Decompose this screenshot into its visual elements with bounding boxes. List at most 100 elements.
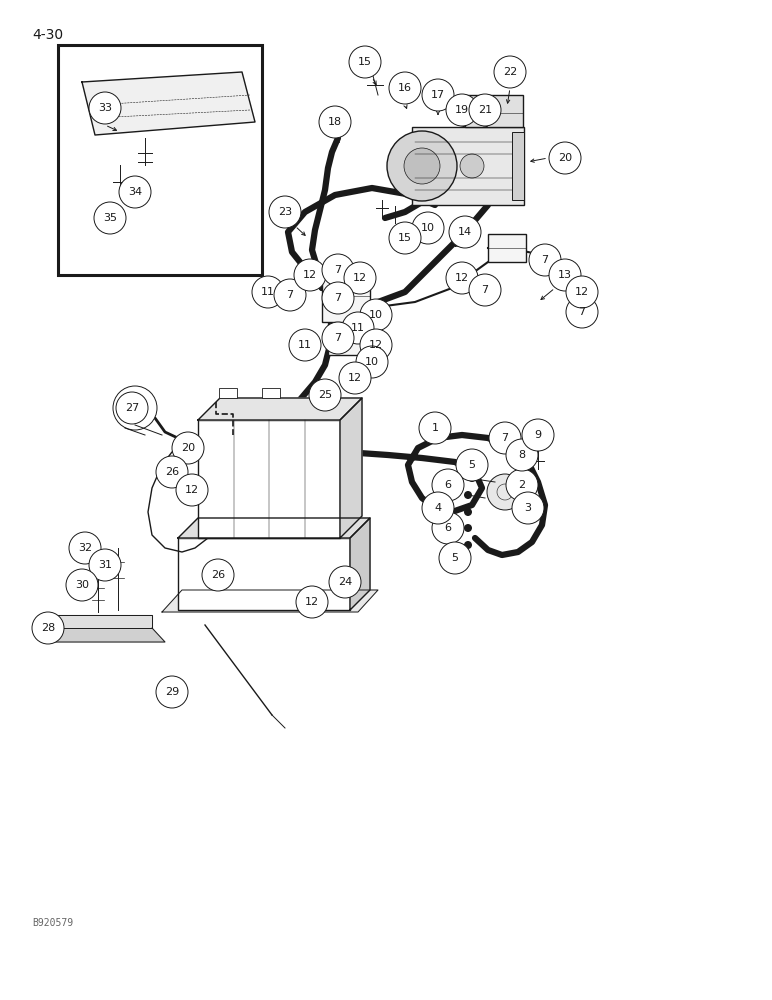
Text: 18: 18 (328, 117, 342, 127)
Circle shape (176, 474, 208, 506)
Text: 34: 34 (128, 187, 142, 197)
Text: 20: 20 (558, 153, 572, 163)
Circle shape (460, 154, 484, 178)
Bar (218, 388, 237, 398)
Bar (512, 132, 524, 200)
Circle shape (522, 419, 554, 451)
Text: 10: 10 (365, 357, 379, 367)
Text: 7: 7 (334, 333, 341, 343)
Bar (412, 127, 524, 205)
Text: 33: 33 (98, 103, 112, 113)
Circle shape (172, 432, 204, 464)
Text: 7: 7 (578, 307, 586, 317)
Text: 19: 19 (455, 105, 469, 115)
Text: 12: 12 (303, 270, 317, 280)
Circle shape (419, 412, 451, 444)
Text: 7: 7 (502, 433, 509, 443)
Text: 26: 26 (211, 570, 225, 580)
Bar (328, 323, 366, 355)
Circle shape (349, 46, 381, 78)
Circle shape (446, 262, 478, 294)
Text: 24: 24 (338, 577, 352, 587)
Circle shape (489, 422, 521, 454)
Circle shape (331, 328, 339, 336)
Circle shape (342, 312, 374, 344)
Text: 12: 12 (575, 287, 589, 297)
Text: 13: 13 (558, 270, 572, 280)
Bar (178, 538, 350, 610)
Text: 7: 7 (334, 293, 341, 303)
Text: 15: 15 (358, 57, 372, 67)
Circle shape (468, 474, 476, 482)
Circle shape (119, 176, 151, 208)
Text: 7: 7 (286, 290, 293, 300)
Text: 16: 16 (398, 83, 412, 93)
Circle shape (334, 286, 342, 294)
Text: 12: 12 (353, 273, 367, 283)
Text: 10: 10 (421, 223, 435, 233)
Circle shape (322, 282, 354, 314)
Text: 20: 20 (181, 443, 195, 453)
Circle shape (464, 524, 472, 532)
Text: 21: 21 (478, 105, 492, 115)
Polygon shape (350, 518, 370, 610)
Text: 28: 28 (41, 623, 55, 633)
Circle shape (456, 449, 488, 481)
Text: 30: 30 (75, 580, 89, 590)
Circle shape (464, 508, 472, 516)
Text: 14: 14 (458, 227, 472, 237)
Polygon shape (38, 615, 152, 628)
Text: 29: 29 (165, 687, 179, 697)
Text: 12: 12 (305, 597, 319, 607)
Circle shape (113, 386, 157, 430)
Circle shape (387, 131, 457, 201)
Circle shape (432, 469, 464, 501)
Circle shape (432, 512, 464, 544)
Circle shape (274, 279, 306, 311)
Circle shape (269, 196, 301, 228)
Circle shape (464, 491, 472, 499)
Text: 12: 12 (185, 485, 199, 495)
Circle shape (322, 254, 354, 286)
Polygon shape (162, 590, 378, 612)
Polygon shape (198, 398, 362, 420)
Circle shape (329, 566, 361, 598)
Text: 11: 11 (261, 287, 275, 297)
Polygon shape (340, 398, 362, 538)
Polygon shape (178, 518, 370, 538)
Circle shape (344, 262, 376, 294)
Circle shape (469, 94, 501, 126)
Text: 6: 6 (445, 523, 452, 533)
Circle shape (512, 492, 544, 524)
Circle shape (566, 296, 598, 328)
Text: 1: 1 (432, 423, 438, 433)
Circle shape (549, 142, 581, 174)
Circle shape (94, 202, 126, 234)
Text: 10: 10 (369, 310, 383, 320)
Circle shape (468, 458, 476, 466)
Bar (322, 270, 370, 322)
Circle shape (360, 329, 392, 361)
Circle shape (549, 259, 581, 291)
Text: 11: 11 (351, 323, 365, 333)
Text: 9: 9 (534, 430, 542, 440)
Circle shape (464, 541, 472, 549)
Circle shape (296, 586, 328, 618)
Circle shape (506, 469, 538, 501)
Text: 35: 35 (103, 213, 117, 223)
Circle shape (389, 72, 421, 104)
Circle shape (66, 569, 98, 601)
Circle shape (339, 362, 371, 394)
Circle shape (322, 322, 354, 354)
Polygon shape (82, 72, 255, 135)
Text: 5: 5 (469, 460, 476, 470)
Circle shape (344, 336, 352, 344)
Text: 7: 7 (334, 265, 341, 275)
Text: 2: 2 (519, 480, 526, 490)
Text: 12: 12 (369, 340, 383, 350)
Circle shape (89, 549, 121, 581)
Circle shape (69, 532, 101, 564)
Circle shape (156, 676, 188, 708)
Bar (58, 45, 262, 275)
Text: 26: 26 (165, 467, 179, 477)
